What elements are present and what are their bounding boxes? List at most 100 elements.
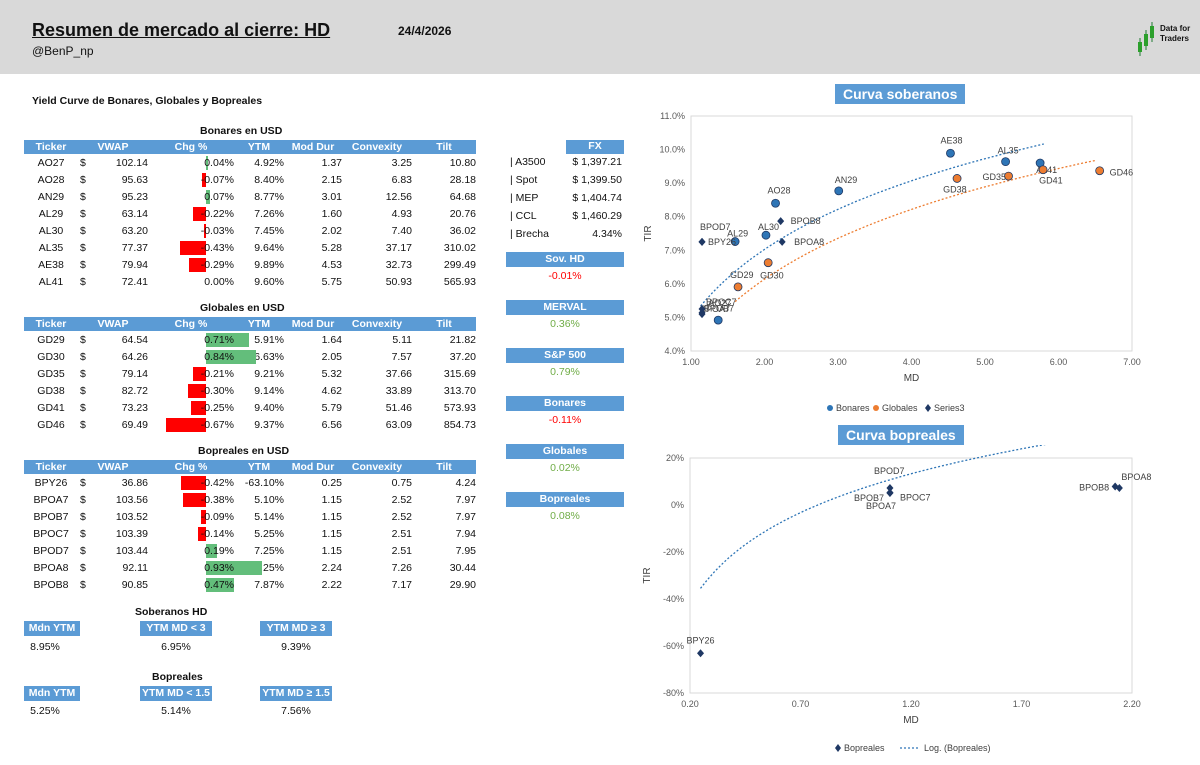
chg-bar: [165, 418, 206, 432]
convexity-cell: 4.93: [391, 207, 412, 220]
column-header: Ticker: [24, 460, 78, 474]
point-label: GD30: [760, 271, 784, 281]
point-label: BPOB8: [1079, 483, 1109, 493]
data-point: [730, 237, 740, 246]
chg-value: -0.14%: [200, 527, 234, 540]
ticker-cell: BPY26: [34, 476, 68, 489]
chg-cell: -0.30%: [148, 382, 234, 399]
mod-dur-cell: 1.60: [321, 207, 342, 220]
vwap-cell: 102.14: [115, 156, 148, 169]
ticker-cell: AE38: [38, 258, 64, 271]
fx-name: | Spot: [510, 174, 538, 186]
mod-dur-cell: 2.24: [321, 561, 342, 574]
ytm-cell: 5.14%: [254, 510, 284, 523]
convexity-cell: 0.75: [391, 476, 412, 489]
ytm-cell: 9.64%: [254, 241, 284, 254]
yield-curve-title: Yield Curve de Bonares, Globales y Bopre…: [32, 95, 263, 107]
fx-name: | CCL: [510, 210, 537, 222]
sov-ytm-long-value: 9.39%: [281, 641, 311, 653]
currency-cell: $: [80, 476, 86, 489]
chg-bar: [206, 190, 211, 204]
data-point: [886, 488, 894, 497]
mod-dur-cell: 4.62: [321, 384, 342, 397]
table-row: AE38 $79.94 -0.29% 9.89% 4.53 32.73 299.49: [24, 256, 476, 273]
point-label: BPOB7: [704, 304, 734, 314]
currency-cell: $: [80, 275, 86, 288]
candlestick-logo-icon: [1138, 22, 1154, 56]
mod-dur-cell: 1.15: [321, 510, 342, 523]
legend-label: Bonares: [836, 403, 870, 413]
chart1-title: Curva soberanos: [835, 84, 966, 104]
ytm-cell: 7.26%: [254, 207, 284, 220]
fx-row: | Brecha 4.34%: [506, 226, 624, 244]
currency-cell: $: [80, 258, 86, 271]
tilt-cell: 30.44: [449, 561, 476, 574]
table-row: AL30 $63.20 -0.03% 7.45% 2.02 7.40 36.02: [24, 222, 476, 239]
point-label: GD29: [730, 270, 754, 280]
chg-value: -0.07%: [200, 173, 234, 186]
point-label: GD46: [1110, 168, 1134, 178]
kpi-value: 0.08%: [550, 510, 580, 522]
soberanos-chart: 4.0% 5.0% 6.0% 7.0% 8.0% 9.0% 10.0% 11.0% 1.00 2.…: [643, 111, 1141, 413]
currency-cell: $: [80, 333, 86, 346]
convexity-cell: 12.56: [385, 190, 412, 203]
convexity-cell: 3.25: [391, 156, 412, 169]
data-point: [1095, 166, 1105, 176]
vwap-cell: 63.14: [121, 207, 148, 220]
chg-cell: -0.43%: [148, 239, 234, 256]
sov-ytm-short-value: 6.95%: [161, 641, 191, 653]
chg-cell: 0.04%: [148, 154, 234, 171]
ticker-cell: AL29: [38, 207, 64, 220]
ticker-cell: BPOB8: [33, 578, 69, 591]
globales-table: Ticker VWAP Chg % YTM Mod Dur Convexity Tilt GD…: [24, 317, 476, 433]
mod-dur-cell: 2.15: [321, 173, 342, 186]
bopreales-title: Bopreales en USD: [198, 445, 290, 457]
currency-cell: $: [80, 190, 86, 203]
point-label: AO28: [768, 185, 791, 195]
point-label: BPOC7: [706, 297, 737, 307]
ytm-cell: 6.63%: [254, 350, 284, 363]
fx-name: | Brecha: [510, 228, 549, 240]
vwap-cell: 63.20: [121, 224, 148, 237]
chg-bar: [192, 207, 206, 221]
column-header: Ticker: [24, 140, 78, 154]
fx-value: $ 1,460.29: [572, 210, 622, 222]
chg-value: -0.21%: [200, 367, 234, 380]
ytm-cell: 9.21%: [254, 367, 284, 380]
chg-cell: 0.07%: [148, 188, 234, 205]
tilt-cell: 7.94: [455, 527, 476, 540]
chg-bar: [206, 561, 262, 575]
column-header: Chg %: [148, 460, 234, 474]
ytm-cell: 7.25%: [254, 544, 284, 557]
kpi-box: Sov. HD -0.01%: [506, 252, 624, 282]
chg-value: 0.00%: [204, 275, 234, 288]
kpi-label: MERVAL: [506, 300, 624, 315]
mod-dur-cell: 1.15: [321, 544, 342, 557]
kpi-label: S&P 500: [506, 348, 624, 363]
kpi-label: Globales: [506, 444, 624, 459]
chg-bar: [206, 544, 218, 558]
table-row: AL29 $63.14 -0.22% 7.26% 1.60 4.93 20.76: [24, 205, 476, 222]
convexity-cell: 50.93: [385, 275, 412, 288]
column-header: YTM: [234, 460, 284, 474]
tilt-cell: 854.73: [443, 418, 476, 431]
bop-ytm-long-header: YTM MD ≥ 1.5: [260, 686, 332, 701]
mod-dur-cell: 6.56: [321, 418, 342, 431]
mod-dur-cell: 2.02: [321, 224, 342, 237]
chg-bar: [197, 527, 206, 541]
vwap-cell: 72.41: [121, 275, 148, 288]
chg-cell: -0.21%: [148, 365, 234, 382]
column-header: Ticker: [24, 317, 78, 331]
ytm-cell: 9.14%: [254, 384, 284, 397]
data-point: [698, 237, 706, 246]
logo-line-1: Data for: [1160, 24, 1191, 33]
ytm-cell: -63.10%: [244, 476, 284, 489]
data-point: [771, 198, 780, 208]
mod-dur-cell: 5.75: [321, 275, 342, 288]
globales-title: Globales en USD: [200, 302, 285, 314]
point-label: BPOA8: [794, 237, 824, 247]
mod-dur-cell: 3.01: [321, 190, 342, 203]
page-title: Resumen de mercado al cierre: HD: [32, 20, 331, 40]
chg-value: -0.42%: [200, 476, 234, 489]
legend-label: Bopreales: [844, 743, 885, 753]
